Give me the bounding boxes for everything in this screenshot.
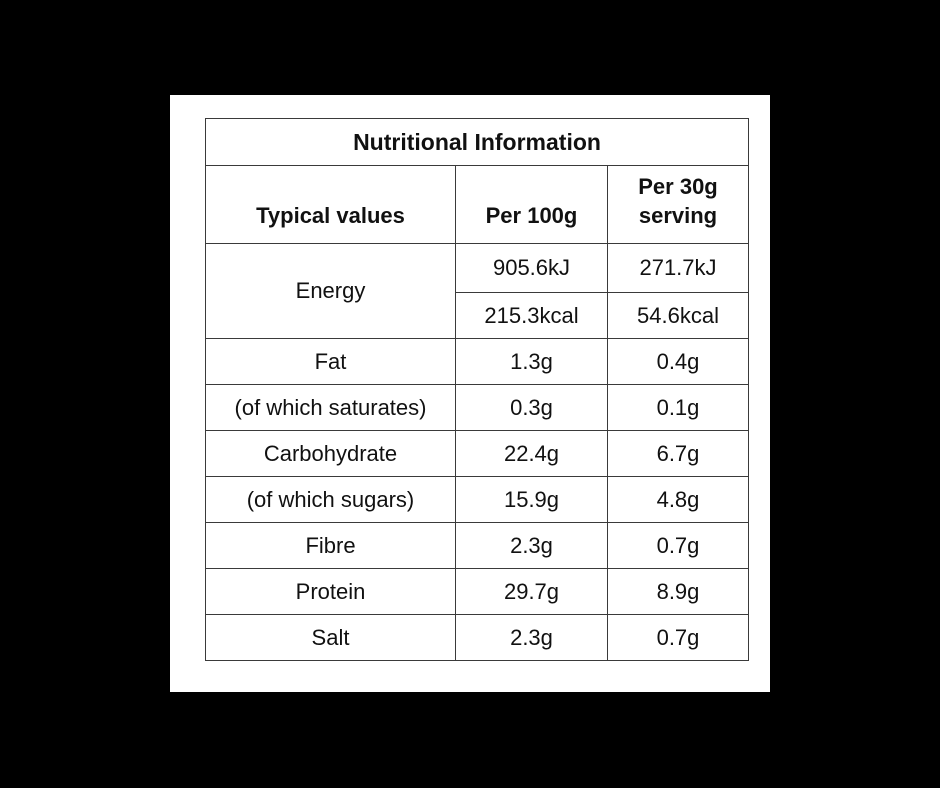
energy-kj-row: Energy 905.6kJ 271.7kJ (205, 243, 749, 339)
sugars-per-30g: 4.8g (607, 476, 749, 523)
header-per-30g-serving: Per 30g serving (607, 165, 749, 244)
row-label-saturates: (of which saturates) (205, 384, 456, 431)
energy-kj-per-30g: 271.7kJ (607, 243, 749, 293)
row-label-carbohydrate: Carbohydrate (205, 430, 456, 477)
fat-per-30g: 0.4g (607, 338, 749, 385)
fibre-per-30g: 0.7g (607, 522, 749, 569)
row-label-protein: Protein (205, 568, 456, 615)
salt-per-100g: 2.3g (455, 614, 608, 661)
table-title: Nutritional Information (205, 118, 749, 166)
nutrition-label-card: Nutritional Information Typical values P… (170, 95, 770, 692)
table-row-fibre: Fibre 2.3g 0.7g (205, 522, 749, 569)
carbohydrate-per-30g: 6.7g (607, 430, 749, 477)
row-label-energy: Energy (205, 243, 456, 339)
energy-kcal-per-100g: 215.3kcal (455, 292, 608, 339)
header-per-100g: Per 100g (455, 165, 608, 244)
row-label-sugars: (of which sugars) (205, 476, 456, 523)
sugars-per-100g: 15.9g (455, 476, 608, 523)
row-label-salt: Salt (205, 614, 456, 661)
table-row-protein: Protein 29.7g 8.9g (205, 568, 749, 615)
nutrition-table: Nutritional Information Typical values P… (205, 118, 749, 661)
salt-per-30g: 0.7g (607, 614, 749, 661)
table-row-sugars: (of which sugars) 15.9g 4.8g (205, 476, 749, 523)
table-row-carbohydrate: Carbohydrate 22.4g 6.7g (205, 430, 749, 477)
protein-per-100g: 29.7g (455, 568, 608, 615)
table-title-row: Nutritional Information (205, 118, 749, 166)
table-row-fat: Fat 1.3g 0.4g (205, 338, 749, 385)
table-row-salt: Salt 2.3g 0.7g (205, 614, 749, 661)
energy-kcal-per-30g: 54.6kcal (607, 292, 749, 339)
fibre-per-100g: 2.3g (455, 522, 608, 569)
table-header-row: Typical values Per 100g Per 30g serving (205, 165, 749, 244)
energy-kj-per-100g: 905.6kJ (455, 243, 608, 293)
protein-per-30g: 8.9g (607, 568, 749, 615)
header-typical-values: Typical values (205, 165, 456, 244)
row-label-fibre: Fibre (205, 522, 456, 569)
saturates-per-100g: 0.3g (455, 384, 608, 431)
table-row-saturates: (of which saturates) 0.3g 0.1g (205, 384, 749, 431)
saturates-per-30g: 0.1g (607, 384, 749, 431)
energy-kcal-row: 215.3kcal 54.6kcal (206, 292, 749, 339)
carbohydrate-per-100g: 22.4g (455, 430, 608, 477)
row-label-fat: Fat (205, 338, 456, 385)
fat-per-100g: 1.3g (455, 338, 608, 385)
